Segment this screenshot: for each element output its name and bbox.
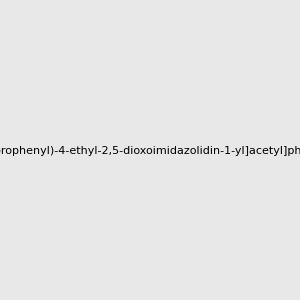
Text: N-[4-[2-[4-(4-chlorophenyl)-4-ethyl-2,5-dioxoimidazolidin-1-yl]acetyl]phenyl]pro: N-[4-[2-[4-(4-chlorophenyl)-4-ethyl-2,5-… xyxy=(0,146,300,157)
